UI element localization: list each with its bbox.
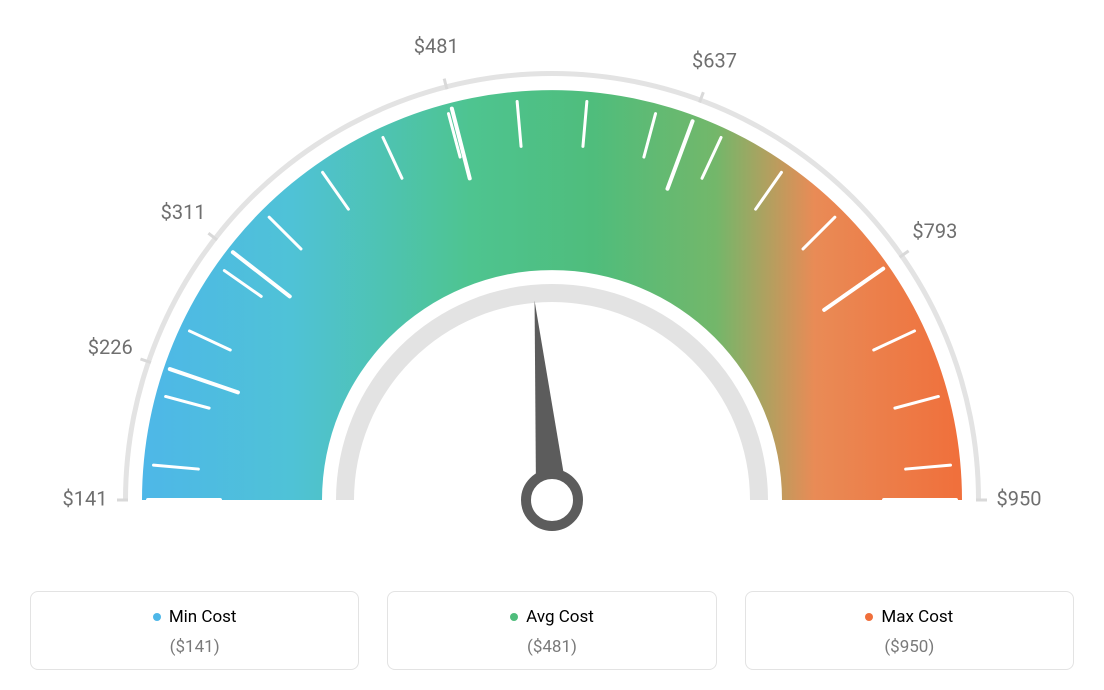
svg-text:$793: $793: [912, 219, 957, 243]
dot-icon: [510, 613, 518, 621]
legend-title-avg: Avg Cost: [510, 607, 594, 627]
gauge-chart: $141 $226 $311 $481 $637 $793 $950: [0, 0, 1104, 560]
legend-label: Min Cost: [169, 607, 237, 627]
legend-title-min: Min Cost: [153, 607, 237, 627]
dot-icon: [153, 613, 161, 621]
legend-title-max: Max Cost: [865, 607, 953, 627]
legend-card-max: Max Cost ($950): [745, 591, 1074, 670]
legend-card-min: Min Cost ($141): [30, 591, 359, 670]
svg-text:$141: $141: [63, 486, 108, 510]
legend-value: ($141): [41, 637, 348, 657]
svg-text:$950: $950: [997, 486, 1042, 510]
legend-row: Min Cost ($141) Avg Cost ($481) Max Cost…: [0, 591, 1104, 670]
svg-text:$637: $637: [692, 48, 737, 72]
svg-text:$226: $226: [88, 335, 133, 359]
legend-value: ($481): [398, 637, 705, 657]
legend-card-avg: Avg Cost ($481): [387, 591, 716, 670]
chart-container: $141 $226 $311 $481 $637 $793 $950 Min Cost ($…: [0, 0, 1104, 690]
legend-label: Max Cost: [881, 607, 953, 627]
svg-text:$311: $311: [161, 200, 206, 224]
legend-value: ($950): [756, 637, 1063, 657]
legend-label: Avg Cost: [526, 607, 594, 627]
svg-text:$481: $481: [414, 34, 459, 58]
dot-icon: [865, 613, 873, 621]
